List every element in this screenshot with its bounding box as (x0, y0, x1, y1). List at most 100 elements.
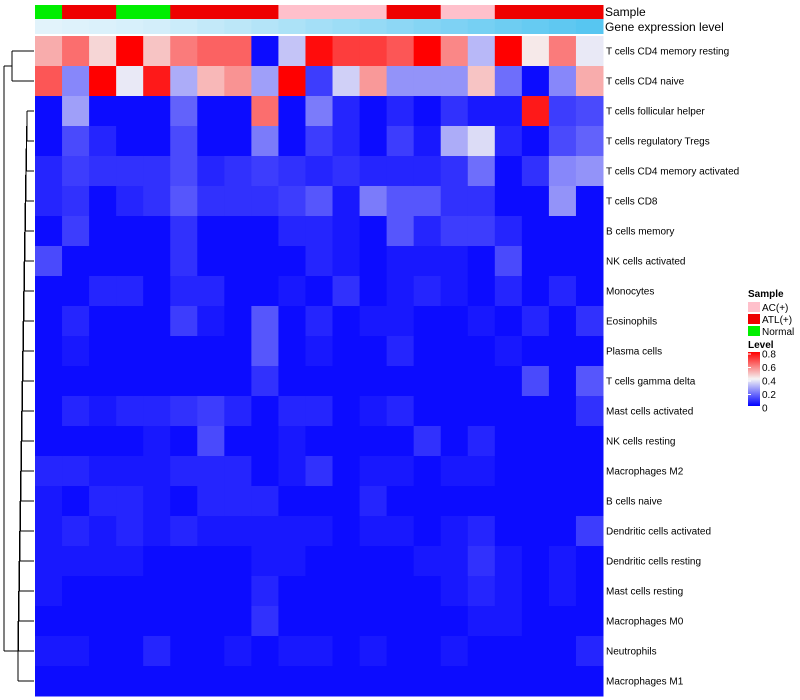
heatmap-cell (305, 396, 334, 427)
heatmap-cell (62, 516, 90, 547)
heatmap-cell (467, 666, 496, 697)
heatmap-cell (89, 336, 117, 367)
heatmap-cell (521, 486, 550, 517)
heatmap-cell (413, 486, 442, 517)
heatmap-cell (575, 516, 604, 547)
heatmap-cell (35, 666, 63, 697)
heatmap-cell (386, 666, 415, 697)
heatmap-cell (170, 186, 198, 217)
legend-level-tick-label: 0.2 (762, 390, 776, 401)
heatmap-cell (413, 66, 442, 97)
heatmap-cell (332, 36, 361, 67)
heatmap-cell (440, 366, 469, 397)
heatmap-cell (278, 306, 306, 337)
heatmap-cell (575, 426, 604, 457)
heatmap-cell (413, 216, 442, 247)
heatmap-cell (494, 366, 523, 397)
row-label: Macrophages M0 (606, 617, 684, 628)
heatmap-cell (332, 456, 361, 487)
heatmap-cell (332, 546, 361, 577)
heatmap-cell (89, 636, 117, 667)
heatmap-cell (548, 606, 577, 637)
heatmap-cell (575, 666, 604, 697)
heatmap-cell (521, 426, 550, 457)
heatmap-cell (521, 66, 550, 97)
heatmap-cell (575, 36, 604, 67)
heatmap-cell (143, 186, 171, 217)
expression-annotation-cell (575, 19, 604, 34)
heatmap-cell (170, 486, 198, 517)
heatmap-cell (548, 666, 577, 697)
heatmap-cell (116, 396, 144, 427)
row-label: Neutrophils (606, 647, 657, 658)
heatmap-cell (197, 636, 225, 667)
heatmap-cell (251, 426, 279, 457)
heatmap-cell (197, 576, 225, 607)
heatmap-cell (170, 366, 198, 397)
heatmap-cell (332, 276, 361, 307)
heatmap-cell (575, 156, 604, 187)
heatmap-cell (89, 546, 117, 577)
heatmap-cell (197, 516, 225, 547)
heatmap-cell (89, 516, 117, 547)
heatmap-cell (359, 666, 388, 697)
heatmap-cell (332, 396, 361, 427)
sample-annotation-label: Sample (605, 5, 646, 19)
heatmap-cell (521, 366, 550, 397)
heatmap-cells (35, 36, 604, 697)
heatmap-cell (116, 246, 144, 277)
heatmap-cell (440, 96, 469, 127)
heatmap-cell (521, 186, 550, 217)
heatmap-cell (359, 186, 388, 217)
expression-annotation-cell (278, 19, 306, 34)
heatmap-cell (62, 246, 90, 277)
heatmap-cell (116, 426, 144, 457)
heatmap-cell (251, 216, 279, 247)
heatmap-cell (197, 96, 225, 127)
heatmap-cell (359, 546, 388, 577)
heatmap-cell (521, 666, 550, 697)
expression-annotation-cell (440, 19, 469, 34)
heatmap-cell (440, 216, 469, 247)
heatmap-cell (116, 546, 144, 577)
heatmap-cell (89, 126, 117, 157)
heatmap-cell (251, 276, 279, 307)
heatmap-cell (143, 246, 171, 277)
heatmap-cell (548, 546, 577, 577)
heatmap-cell (386, 96, 415, 127)
heatmap-cell (359, 636, 388, 667)
heatmap-cell (332, 426, 361, 457)
heatmap-cell (89, 156, 117, 187)
heatmap-cell (575, 66, 604, 97)
heatmap-cell (143, 66, 171, 97)
heatmap-cell (224, 306, 252, 337)
heatmap-cell (143, 306, 171, 337)
heatmap-cell (62, 576, 90, 607)
heatmap-cell (332, 156, 361, 187)
heatmap-cell (143, 96, 171, 127)
heatmap-cell (116, 126, 144, 157)
heatmap-cell (548, 366, 577, 397)
heatmap-cell (440, 36, 469, 67)
heatmap-cell (332, 96, 361, 127)
row-label: T cells CD4 naive (606, 77, 685, 88)
expression-annotation-cell (143, 19, 171, 34)
heatmap-cell (359, 306, 388, 337)
heatmap-cell (467, 126, 496, 157)
heatmap-cell (386, 426, 415, 457)
heatmap-cell (170, 606, 198, 637)
heatmap-cell (224, 456, 252, 487)
heatmap-cell (35, 36, 63, 67)
heatmap-cell (467, 96, 496, 127)
heatmap-cell (332, 636, 361, 667)
heatmap-cell (35, 126, 63, 157)
expression-annotation-cell (62, 19, 90, 34)
heatmap-cell (116, 636, 144, 667)
heatmap-cell (359, 96, 388, 127)
heatmap-cell (305, 336, 334, 367)
heatmap-cell (35, 336, 63, 367)
heatmap-cell (197, 396, 225, 427)
heatmap-cell (521, 36, 550, 67)
heatmap-cell (548, 96, 577, 127)
